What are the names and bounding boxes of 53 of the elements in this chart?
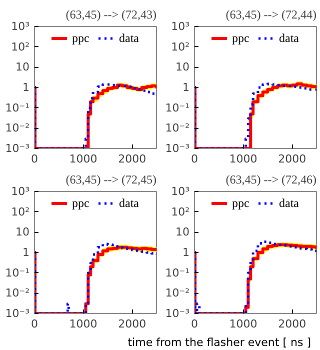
legend-label: ppc: [232, 30, 250, 46]
y-tick-label: 1: [22, 246, 30, 259]
x-tick-label: 0: [31, 152, 38, 166]
x-tick-label: 0: [31, 318, 38, 330]
y-tick-label: 10³: [171, 185, 190, 198]
y-tick-label: 10³: [11, 185, 30, 198]
y-tick-label: 10⁻²: [5, 122, 30, 135]
y-tick-label: 10⁻¹: [165, 266, 190, 280]
chart-title: (63,45) --> (72,46): [226, 172, 317, 186]
y-tick-label: 10⁻¹: [5, 266, 30, 280]
chart-title: (63,45) --> (72,43): [66, 8, 157, 22]
x-tick-label: 1000: [69, 318, 98, 330]
legend-label: ppc: [72, 30, 90, 46]
y-tick-label: 10: [16, 60, 30, 74]
x-tick-label: 2000: [278, 318, 306, 330]
chart-title: (63,45) --> (72,45): [66, 172, 157, 186]
legend-label: data: [279, 196, 299, 210]
x-tick-label: 1000: [69, 152, 98, 166]
y-tick-label: 10²: [11, 205, 30, 218]
y-tick-label: 10²: [171, 205, 190, 218]
y-tick-label: 10⁻³: [165, 307, 190, 320]
x-tick-label: 2000: [278, 152, 306, 166]
legend-label: ppc: [72, 196, 90, 210]
legend-label: ppc: [232, 196, 250, 210]
x-axis-title: time from the flasher event [ ns ]: [128, 335, 311, 350]
y-tick-label: 1: [22, 81, 30, 94]
x-tick-label: 1000: [229, 318, 258, 330]
legend-label: data: [119, 196, 139, 210]
y-tick-label: 10⁻²: [165, 122, 190, 135]
y-tick-label: 10: [176, 60, 190, 74]
y-tick-label: 10: [16, 226, 30, 239]
y-tick-label: 10⁻¹: [165, 101, 190, 114]
y-tick-label: 10²: [171, 40, 190, 54]
y-tick-label: 10³: [171, 20, 190, 33]
y-tick-label: 1: [182, 81, 190, 94]
y-tick-label: 10²: [11, 40, 30, 54]
y-tick-label: 10⁻¹: [5, 101, 30, 114]
y-tick-label: 10⁻²: [5, 286, 30, 300]
y-tick-label: 10⁻³: [5, 142, 30, 155]
y-tick-label: 10⁻³: [165, 142, 190, 155]
x-tick-label: 0: [191, 318, 198, 330]
x-tick-label: 2000: [118, 152, 146, 166]
y-tick-label: 10⁻²: [165, 286, 190, 300]
y-tick-label: 10: [176, 226, 190, 239]
x-tick-label: 2000: [118, 318, 146, 330]
chart-title: (63,45) --> (72,44): [226, 8, 317, 22]
y-tick-label: 1: [182, 246, 190, 259]
legend-label: data: [279, 30, 299, 46]
x-tick-label: 1000: [229, 152, 258, 166]
x-tick-label: 0: [191, 152, 198, 166]
y-tick-label: 10⁻³: [5, 307, 30, 320]
legend-label: data: [119, 30, 139, 46]
y-tick-label: 10³: [11, 20, 30, 33]
